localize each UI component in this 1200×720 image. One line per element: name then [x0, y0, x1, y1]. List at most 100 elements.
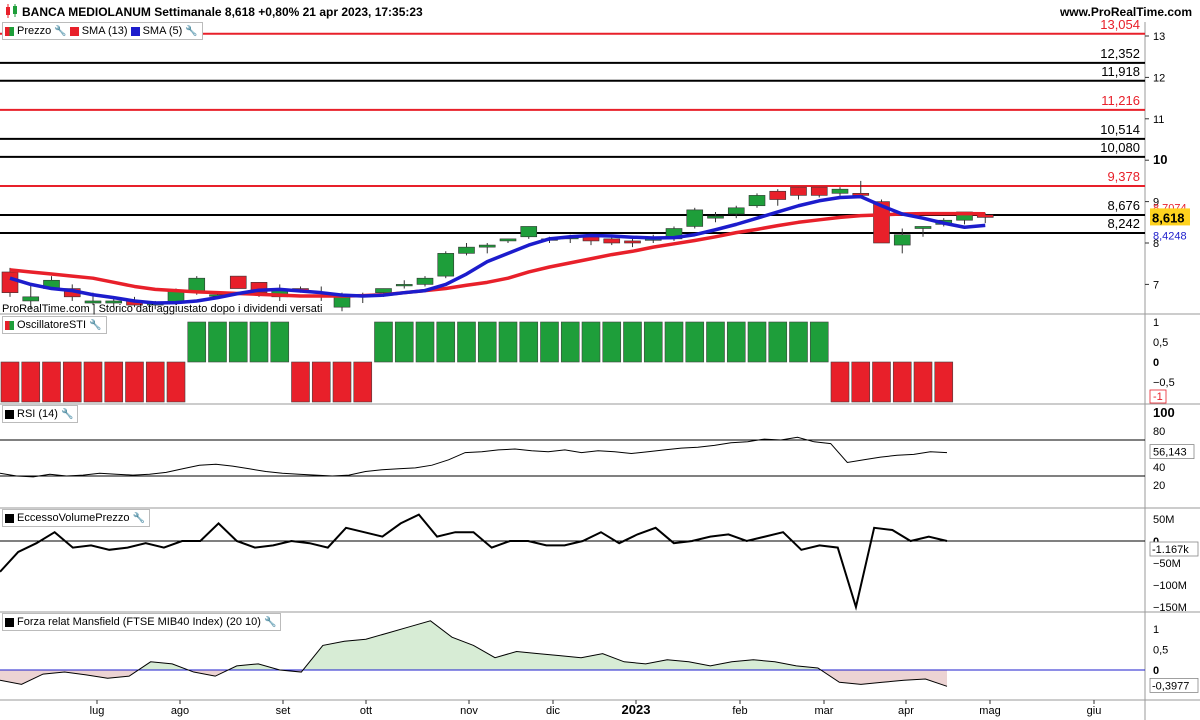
candle-body: [22, 296, 40, 302]
mansfield-legend-label: Forza relat Mansfield (FTSE MIB40 Index)…: [17, 616, 261, 628]
wrench-icon[interactable]: 🔧: [60, 408, 74, 420]
candle-body: [375, 288, 392, 293]
sti-bar: [42, 361, 61, 403]
sti-legend[interactable]: OscillatoreSTI 🔧: [2, 316, 107, 334]
candle-body: [893, 234, 911, 246]
sma5-badge: 8,4248: [1153, 230, 1187, 242]
sma5-swatch: [130, 26, 140, 36]
candle-body: [84, 300, 102, 304]
price-y-tick-label: 9: [1153, 197, 1159, 209]
sti-bar: [0, 361, 20, 403]
candle-body: [914, 226, 932, 229]
evp-badge: -1.167k: [1152, 544, 1189, 556]
evp-y-tick-label: −50M: [1153, 558, 1181, 570]
candle-body: [1, 271, 19, 293]
sti-bar: [166, 361, 186, 403]
sti-bar: [747, 321, 767, 363]
mansfield-area-negative: [0, 670, 947, 687]
wrench-icon[interactable]: 🔧: [185, 25, 198, 37]
candle-body: [976, 214, 994, 218]
rsi-legend-label: RSI (14): [17, 408, 58, 420]
mansfield-badge: -0,3977: [1152, 680, 1189, 692]
sti-bar: [830, 361, 850, 403]
mansfield-y-tick-label: 0: [1153, 665, 1159, 677]
data-source-note: ProRealTime.com | Storico dati aggiustat…: [2, 303, 323, 315]
wrench-icon[interactable]: 🔧: [263, 616, 277, 628]
site-link[interactable]: www.ProRealTime.com: [1059, 5, 1192, 19]
sti-bar: [104, 361, 124, 403]
mansfield-y-tick-label: 0,5: [1153, 645, 1168, 657]
mansfield-legend[interactable]: Forza relat Mansfield (FTSE MIB40 Index)…: [2, 613, 282, 631]
candle-body: [499, 238, 517, 242]
sma13-line: [9, 211, 986, 298]
sti-bar: [664, 321, 684, 363]
price-y-tick-label: 7: [1153, 279, 1159, 291]
sti-bar: [270, 321, 290, 363]
price-level-label: 11,216: [1101, 93, 1140, 108]
evp-legend[interactable]: EccessoVolumePrezzo 🔧: [2, 509, 150, 527]
x-axis-label: giu: [1087, 705, 1102, 717]
sma13-legend-label: SMA (13): [81, 25, 128, 37]
sti-bar: [768, 321, 788, 363]
candle-body: [873, 201, 890, 244]
sti-badge-bg: [1149, 389, 1167, 404]
candle-body: [416, 277, 434, 285]
sti-bar: [291, 361, 310, 403]
chart-header: BANCA MEDIOLANUM Settimanale 8,618 +0,80…: [0, 0, 1200, 22]
sti-bar: [685, 321, 705, 363]
wrench-icon[interactable]: 🔧: [54, 25, 67, 37]
candle-body: [603, 238, 621, 244]
x-axis-label: feb: [732, 705, 747, 717]
sti-y-tick-label: −0,5: [1153, 377, 1175, 389]
evp-y-tick-label: −150M: [1153, 602, 1187, 614]
price-legend[interactable]: Prezzo 🔧 SMA (13) SMA (5) 🔧: [2, 22, 203, 40]
sti-bar: [145, 361, 165, 403]
sti-bar: [706, 321, 725, 363]
sti-bar: [726, 321, 746, 363]
candle-body: [437, 253, 455, 277]
candlestick-icon: [6, 4, 17, 18]
candle-body: [520, 226, 538, 238]
sti-bar: [208, 321, 227, 363]
last-price-badge-bg: [1150, 208, 1190, 226]
sti-bar: [249, 321, 269, 363]
sma5-line: [9, 194, 986, 305]
last-price-badge: 8,618: [1152, 210, 1185, 225]
rsi-legend[interactable]: RSI (14) 🔧: [2, 405, 79, 423]
sti-bar: [125, 361, 144, 403]
wrench-icon[interactable]: 🔧: [89, 319, 102, 331]
evp-legend-label: EccessoVolumePrezzo: [17, 512, 130, 524]
sti-legend-label: OscillatoreSTI: [17, 319, 87, 331]
sti-bar: [913, 361, 933, 403]
rsi-y-tick-label: 80: [1153, 426, 1165, 438]
sti-bar: [498, 321, 518, 363]
candle-body: [686, 209, 704, 227]
sti-y-tick-label: 0,5: [1153, 337, 1168, 349]
candle-body: [707, 215, 724, 219]
candle-body: [831, 188, 849, 194]
sti-bar: [540, 321, 559, 363]
sti-bar: [934, 361, 954, 403]
sti-bar: [519, 321, 539, 363]
price-swatch: [5, 26, 14, 36]
sti-bar: [332, 361, 352, 403]
evp-y-tick-label: −100M: [1153, 580, 1187, 592]
candle-body: [624, 240, 641, 244]
sti-bar: [374, 321, 393, 363]
price-y-tick-label: 13: [1153, 31, 1165, 43]
candle-body: [748, 195, 766, 207]
candle-body: [727, 207, 745, 215]
x-axis-label: ago: [171, 705, 189, 717]
wrench-icon[interactable]: 🔧: [132, 512, 145, 524]
sti-bar: [892, 361, 912, 403]
rsi-y-tick-label: 20: [1153, 480, 1165, 492]
candle-body: [333, 296, 351, 308]
candle-body: [810, 186, 828, 196]
sti-y-tick-label: 1: [1153, 317, 1159, 329]
price-level-label: 11,918: [1101, 64, 1140, 79]
mansfield-line: [0, 620, 948, 687]
mansfield-y-tick-label: 1: [1153, 624, 1159, 636]
x-axis-label: nov: [460, 705, 478, 717]
price-level-label: 9,378: [1107, 169, 1140, 184]
